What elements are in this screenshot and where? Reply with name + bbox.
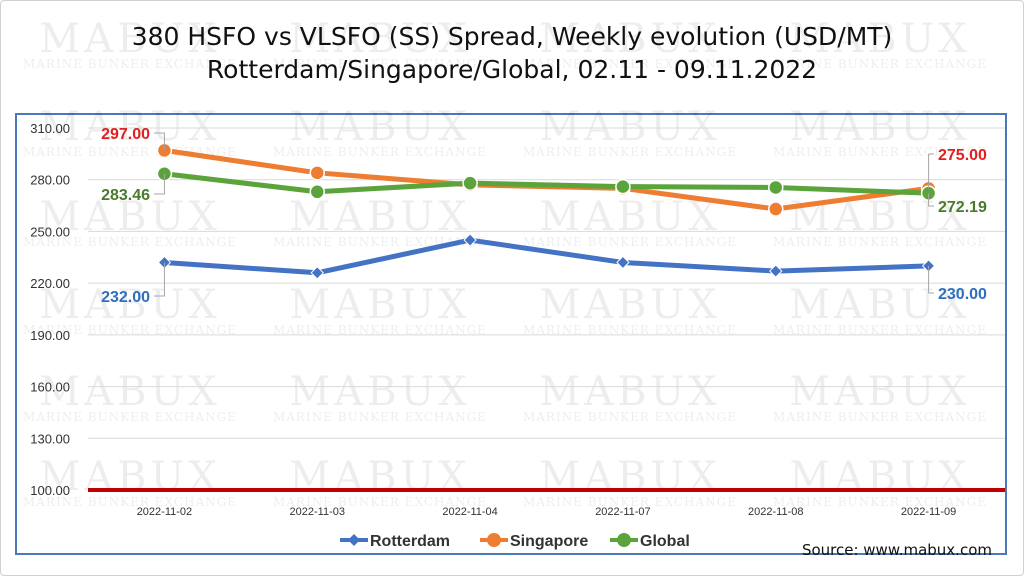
rotterdam-label-leader [928, 265, 934, 294]
x-tick-label: 2022-11-09 [901, 506, 956, 518]
rotterdam-data-point [463, 233, 477, 247]
chart-title-line1: 380 HSFO vs VLSFO (SS) Spread, Weekly ev… [131, 22, 893, 51]
global-data-label: 272.19 [938, 199, 987, 216]
y-tick-label: 280.00 [30, 173, 70, 188]
y-tick-label: 160.00 [30, 380, 70, 395]
watermark-brand: MABUX [789, 282, 970, 328]
rotterdam-series-line [161, 237, 932, 276]
source-note: Source: www.mabux.com [801, 541, 992, 559]
y-tick-label: 130.00 [30, 431, 70, 446]
x-tick-label: 2022-11-04 [442, 506, 497, 518]
watermark-tagline: MARINE BUNKER EXCHANGE [273, 410, 487, 424]
watermark-tagline: MARINE BUNKER EXCHANGE [273, 495, 487, 509]
singapore-data-point [768, 201, 784, 217]
watermark-brand: MABUX [39, 194, 220, 240]
watermark-brand: MABUX [789, 104, 970, 150]
y-tick-label: 310.00 [30, 121, 70, 136]
global-data-point [462, 175, 478, 191]
watermark-tagline: MARINE BUNKER EXCHANGE [273, 323, 487, 337]
watermark-tagline: MARINE BUNKER EXCHANGE [523, 145, 737, 159]
x-tick-label: 2022-11-02 [137, 506, 192, 518]
watermark-brand: MABUX [289, 16, 470, 62]
rotterdam-data-label: 232.00 [101, 289, 150, 306]
x-tick-label: 2022-11-03 [290, 506, 345, 518]
global-legend-marker [617, 533, 631, 547]
global-series-line [161, 171, 932, 196]
watermark-brand: MABUX [789, 16, 970, 62]
watermark-tagline: MARINE BUNKER EXCHANGE [23, 495, 237, 509]
global-label-leader [928, 193, 934, 207]
watermark-tagline: MARINE BUNKER EXCHANGE [523, 495, 737, 509]
chart-title: 380 HSFO vs VLSFO (SS) Spread, Weekly ev… [0, 20, 1024, 86]
watermark-tagline: MARINE BUNKER EXCHANGE [23, 323, 237, 337]
singapore-data-point [309, 165, 325, 181]
y-tick-label: 190.00 [30, 328, 70, 343]
watermark-brand: MABUX [539, 369, 720, 415]
rotterdam-label-leader [154, 262, 165, 297]
global-data-point [309, 184, 325, 200]
watermark-tagline: MARINE BUNKER EXCHANGE [23, 57, 237, 71]
watermark-brand: MABUX [289, 454, 470, 500]
watermark-brand: MABUX [39, 454, 220, 500]
watermark-brand: MABUX [539, 454, 720, 500]
watermark-brand: MABUX [39, 282, 220, 328]
watermark-brand: MABUX [39, 104, 220, 150]
plot-area-border [15, 113, 1007, 555]
singapore-label-leader [928, 153, 934, 189]
watermark-tagline: MARINE BUNKER EXCHANGE [523, 410, 737, 424]
watermark-brand: MABUX [789, 454, 970, 500]
watermark-tagline: MARINE BUNKER EXCHANGE [273, 57, 487, 71]
y-tick-label: 250.00 [30, 224, 70, 239]
watermark-brand: MABUX [539, 16, 720, 62]
watermark-brand: MABUX [39, 369, 220, 415]
watermark-tagline: MARINE BUNKER EXCHANGE [773, 57, 987, 71]
watermark-tagline: MARINE BUNKER EXCHANGE [773, 323, 987, 337]
watermark-brand: MABUX [289, 194, 470, 240]
singapore-data-label: 297.00 [101, 126, 150, 143]
singapore-legend-label: Singapore [510, 533, 588, 550]
watermark-brand: MABUX [39, 16, 220, 62]
global-data-point [615, 178, 631, 195]
x-tick-label: 2022-11-07 [595, 506, 650, 518]
watermark-tagline: MARINE BUNKER EXCHANGE [523, 235, 737, 249]
watermark-brand: MABUX [289, 282, 470, 328]
rotterdam-data-point [769, 264, 783, 278]
watermark-tagline: MARINE BUNKER EXCHANGE [523, 57, 737, 71]
global-label-leader [154, 173, 165, 195]
rotterdam-legend-marker [348, 534, 360, 546]
global-legend-label: Global [640, 533, 690, 550]
watermark-brand: MABUX [789, 369, 970, 415]
y-tick-label: 100.00 [30, 483, 70, 498]
watermark-brand: MABUX [289, 104, 470, 150]
rotterdam-data-label: 230.00 [938, 286, 987, 303]
singapore-data-label: 275.00 [938, 147, 987, 164]
watermark-tagline: MARINE BUNKER EXCHANGE [523, 323, 737, 337]
watermark-tagline: MARINE BUNKER EXCHANGE [773, 410, 987, 424]
rotterdam-data-point [310, 266, 324, 280]
singapore-legend-marker [487, 533, 501, 547]
watermark-tagline: MARINE BUNKER EXCHANGE [273, 145, 487, 159]
watermark-tagline: MARINE BUNKER EXCHANGE [773, 145, 987, 159]
chart-title-line2: Rotterdam/Singapore/Global, 02.11 - 09.1… [206, 55, 818, 84]
watermark-tagline: MARINE BUNKER EXCHANGE [773, 235, 987, 249]
watermark-tagline: MARINE BUNKER EXCHANGE [773, 495, 987, 509]
rotterdam-data-point [616, 255, 630, 270]
singapore-label-leader [154, 132, 165, 151]
global-data-label: 283.46 [101, 187, 150, 204]
watermark-brand: MABUX [539, 104, 720, 150]
rotterdam-legend-label: Rotterdam [370, 533, 450, 550]
watermark-tagline: MARINE BUNKER EXCHANGE [23, 410, 237, 424]
x-tick-label: 2022-11-08 [748, 506, 803, 518]
global-data-point [768, 179, 784, 196]
watermark-brand: MABUX [539, 282, 720, 328]
y-tick-label: 220.00 [30, 276, 70, 291]
watermark-tagline: MARINE BUNKER EXCHANGE [23, 235, 237, 249]
watermark-brand: MABUX [539, 194, 720, 240]
watermark-brand: MABUX [289, 369, 470, 415]
